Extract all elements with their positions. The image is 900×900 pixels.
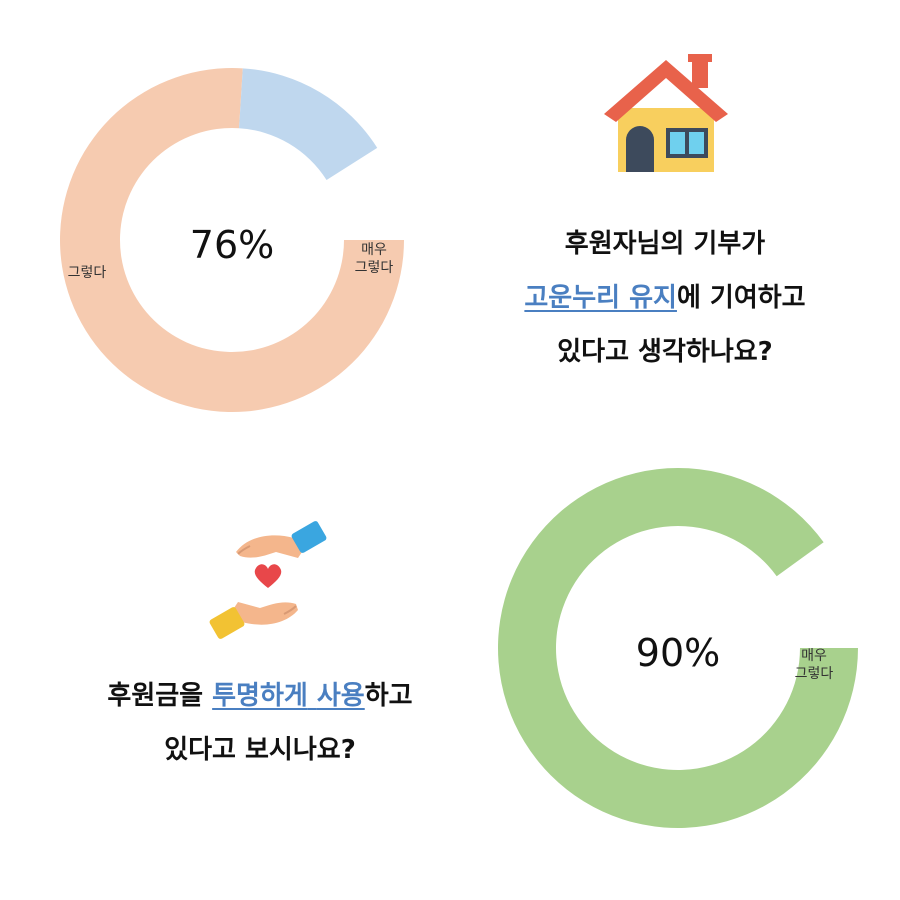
chart-2-center-value: 90%	[636, 631, 720, 675]
question-2-line-1-post: 하고	[364, 681, 413, 711]
question-2: 후원금을 투명하게 사용하고 있다고 보시나요?	[30, 669, 490, 777]
question-1: 후원자님의 기부가 고운누리 유지에 기여하고 있다고 생각하나요?	[470, 217, 860, 379]
chart-2-slice-1	[498, 468, 858, 828]
donut-chart-2-svg: 매우 그렇다 90%	[498, 468, 858, 828]
hands-heart-icon	[206, 516, 330, 644]
donut-chart-2: 매우 그렇다 90%	[440, 420, 900, 880]
question-2-highlight-gap	[308, 681, 317, 711]
chart-2-slice-1-label: 매우 그렇다	[795, 648, 834, 682]
question-2-highlight-1: 투명하게	[212, 681, 308, 711]
house-icon	[600, 52, 732, 176]
question-1-line-3: 있다고 생각하나요?	[557, 337, 773, 367]
chart-1-center-value: 76%	[190, 223, 274, 267]
chart-1-slice-1-label: 매우 그렇다	[355, 242, 394, 276]
question-1-line-2-rest: 에 기여하고	[676, 283, 806, 313]
chart-1-slice-1	[59, 67, 404, 412]
question-1-highlight: 고운누리 유지	[524, 283, 677, 313]
question-2-line-2: 있다고 보시나요?	[164, 735, 356, 765]
chart-1-slice-2-label: 그렇다	[68, 265, 107, 281]
question-2-line-1: 후원금을 투명하게 사용하고	[30, 669, 490, 723]
question-2-highlight-2: 사용	[316, 681, 365, 711]
question-1-line-2: 고운누리 유지에 기여하고	[470, 271, 860, 325]
question-1-line-1: 후원자님의 기부가	[564, 229, 766, 259]
question-2-line-1-pre: 후원금을	[107, 681, 213, 711]
chart-1-slice-2	[239, 68, 378, 180]
